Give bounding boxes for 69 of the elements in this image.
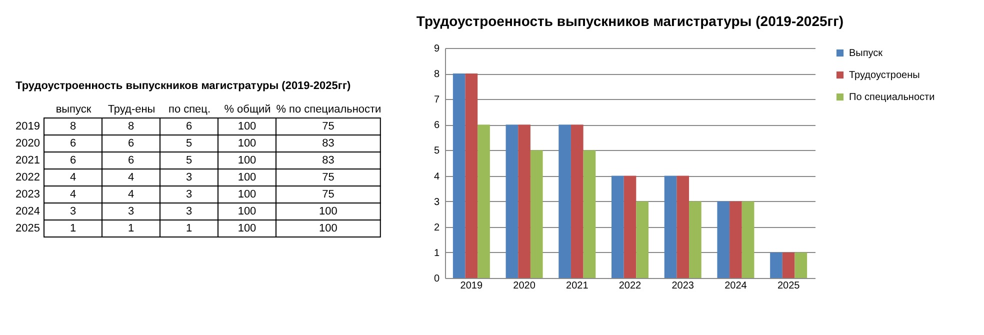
y-tick-label: 5 [434, 146, 440, 157]
data-label: 6 [128, 154, 134, 166]
legend-label: Выпуск [849, 48, 884, 59]
x-tick-label: 2019 [460, 280, 484, 292]
data-label: 6 [128, 138, 134, 150]
legend-label: Трудоустроены [849, 70, 920, 81]
data-label: 6 [70, 138, 76, 150]
y-tick-label: 2024 [16, 206, 40, 218]
data-label: 3 [70, 206, 76, 218]
data-label: 5 [186, 154, 192, 166]
x-tick-label: 2022 [619, 280, 642, 292]
y-tick-label: 2025 [16, 222, 40, 234]
y-tick-label: 3 [434, 196, 440, 208]
data-label: 1 [128, 222, 134, 234]
chart-title: Трудоустроенность выпускников магистратуры (2019-2025гг) [16, 80, 352, 92]
y-tick-label: 2021 [16, 154, 40, 166]
data-label: 3 [128, 206, 134, 218]
data-label: 1 [70, 222, 76, 234]
x-tick-label: Труд-ены [108, 104, 156, 116]
data-label: 8 [128, 120, 134, 132]
x-tick-label: выпуск [56, 104, 92, 116]
y-tick-label: 2019 [16, 120, 40, 132]
data-label: 75 [322, 188, 334, 200]
data-label: 1 [186, 222, 192, 234]
x-tick-label: по спец. [168, 104, 211, 116]
y-tick-label: 1 [434, 248, 440, 259]
data-label: 100 [238, 138, 256, 150]
data-label: 83 [322, 154, 334, 166]
y-tick-label: 2 [434, 222, 440, 234]
x-tick-label: 2024 [724, 280, 748, 292]
y-tick-label: 2023 [16, 188, 40, 200]
x-tick-label: 2021 [566, 280, 590, 292]
data-label: 4 [70, 172, 76, 184]
data-label: 5 [186, 138, 192, 150]
data-label: 4 [128, 188, 134, 200]
data-label: 100 [238, 188, 256, 200]
data-label: 83 [322, 138, 334, 150]
x-tick-label: % по специальности [276, 104, 382, 116]
y-tick-label: 6 [434, 120, 440, 132]
y-tick-label: 4 [434, 171, 440, 182]
x-tick-label: % общий [224, 104, 271, 116]
data-label: 8 [70, 120, 76, 132]
data-label: 3 [186, 206, 192, 218]
chart-title: Трудоустроенность выпускников магистратуры (2019-2025гг) [416, 13, 844, 29]
y-tick-label: 8 [434, 69, 440, 80]
y-tick-label: 9 [434, 44, 440, 54]
data-label: 4 [128, 172, 134, 184]
y-tick-label: 7 [434, 94, 440, 106]
data-label: 100 [238, 222, 256, 234]
x-tick-label: 2025 [778, 280, 801, 292]
data-label: 100 [238, 154, 256, 166]
y-tick-label: 2022 [16, 172, 40, 184]
data-label: 100 [238, 206, 256, 218]
data-label: 75 [322, 172, 334, 184]
y-tick-label: 2020 [16, 138, 40, 150]
data-label: 6 [186, 120, 192, 132]
data-label: 100 [319, 222, 338, 234]
data-label: 3 [186, 188, 192, 200]
x-tick-label: 2023 [672, 280, 695, 292]
y-tick-label: 0 [434, 274, 440, 284]
data-label: 75 [322, 120, 334, 132]
legend-label: По специальности [849, 92, 936, 103]
data-label: 3 [186, 172, 192, 184]
data-label: 6 [70, 154, 76, 166]
data-label: 100 [238, 120, 256, 132]
data-label: 4 [70, 188, 76, 200]
data-label: 100 [238, 172, 256, 184]
x-tick-label: 2020 [514, 280, 536, 292]
data-label: 100 [319, 206, 338, 218]
